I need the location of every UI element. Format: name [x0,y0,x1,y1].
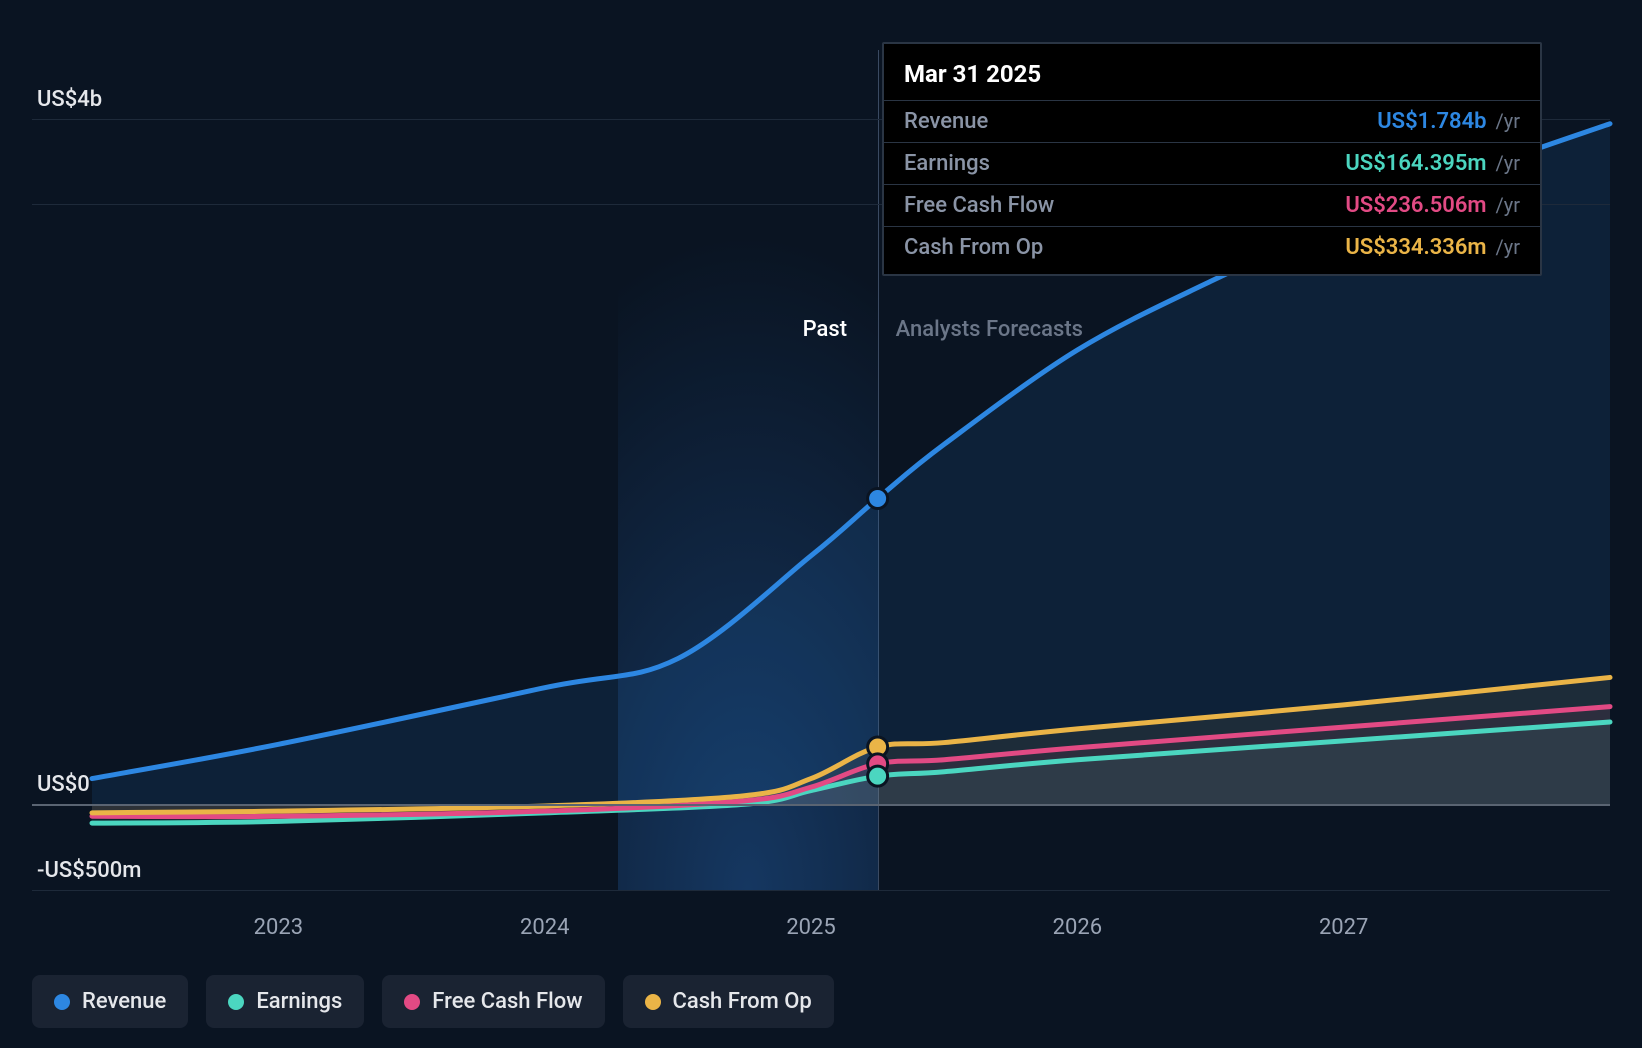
tooltip-row-value: US$236.506m [1345,193,1486,218]
legend-label: Cash From Op [673,989,812,1014]
x-axis-label: 2024 [520,915,569,940]
tooltip-row: Revenue US$1.784b /yr [884,101,1540,143]
legend-dot [404,994,420,1010]
gridline [32,890,1610,891]
legend-item-cash_from_op[interactable]: Cash From Op [623,975,834,1028]
tooltip-row-label: Revenue [904,109,988,134]
y-axis-label: US$4b [37,87,102,112]
legend-label: Revenue [82,989,166,1014]
tooltip-row-value: US$1.784b [1377,109,1486,134]
legend-dot [54,994,70,1010]
tooltip-row-value: US$334.336m [1345,235,1486,260]
tooltip-date: Mar 31 2025 [884,44,1540,101]
legend-label: Earnings [256,989,342,1014]
tooltip-row: Free Cash Flow US$236.506m /yr [884,185,1540,227]
x-axis-label: 2025 [786,915,835,940]
y-axis-label: -US$500m [37,858,141,883]
tooltip-row-suffix: /yr [1491,109,1520,133]
tooltip-row-suffix: /yr [1491,151,1520,175]
tooltip-row-value: US$164.395m [1345,151,1486,176]
tooltip-row-label: Earnings [904,151,990,176]
x-axis-label: 2026 [1053,915,1102,940]
tooltip-row-suffix: /yr [1491,193,1520,217]
legend-label: Free Cash Flow [432,989,582,1014]
revenue-marker [868,488,888,508]
legend-item-free_cash_flow[interactable]: Free Cash Flow [382,975,604,1028]
gridline [32,804,1610,806]
y-axis-label: US$0 [37,772,90,797]
tooltip-row-suffix: /yr [1491,235,1520,259]
legend-item-revenue[interactable]: Revenue [32,975,188,1028]
tooltip-row-label: Cash From Op [904,235,1043,260]
forecast-label: Analysts Forecasts [896,317,1083,342]
x-axis-label: 2027 [1319,915,1368,940]
legend-dot [645,994,661,1010]
x-axis-label: 2023 [254,915,303,940]
tooltip-row: Cash From Op US$334.336m /yr [884,227,1540,274]
tooltip-row-label: Free Cash Flow [904,193,1054,218]
past-label: Past [803,317,847,342]
legend-dot [228,994,244,1010]
financial-chart: Past Analysts Forecasts US$4b US$0 -US$500… [32,20,1610,1028]
earnings-marker [868,766,888,786]
hover-tooltip: Mar 31 2025 RevenueUS$1.784b /yrEarnings… [882,42,1542,276]
tooltip-row: Earnings US$164.395m /yr [884,143,1540,185]
chart-legend: Revenue Earnings Free Cash Flow Cash From O… [32,975,834,1028]
legend-item-earnings[interactable]: Earnings [206,975,364,1028]
